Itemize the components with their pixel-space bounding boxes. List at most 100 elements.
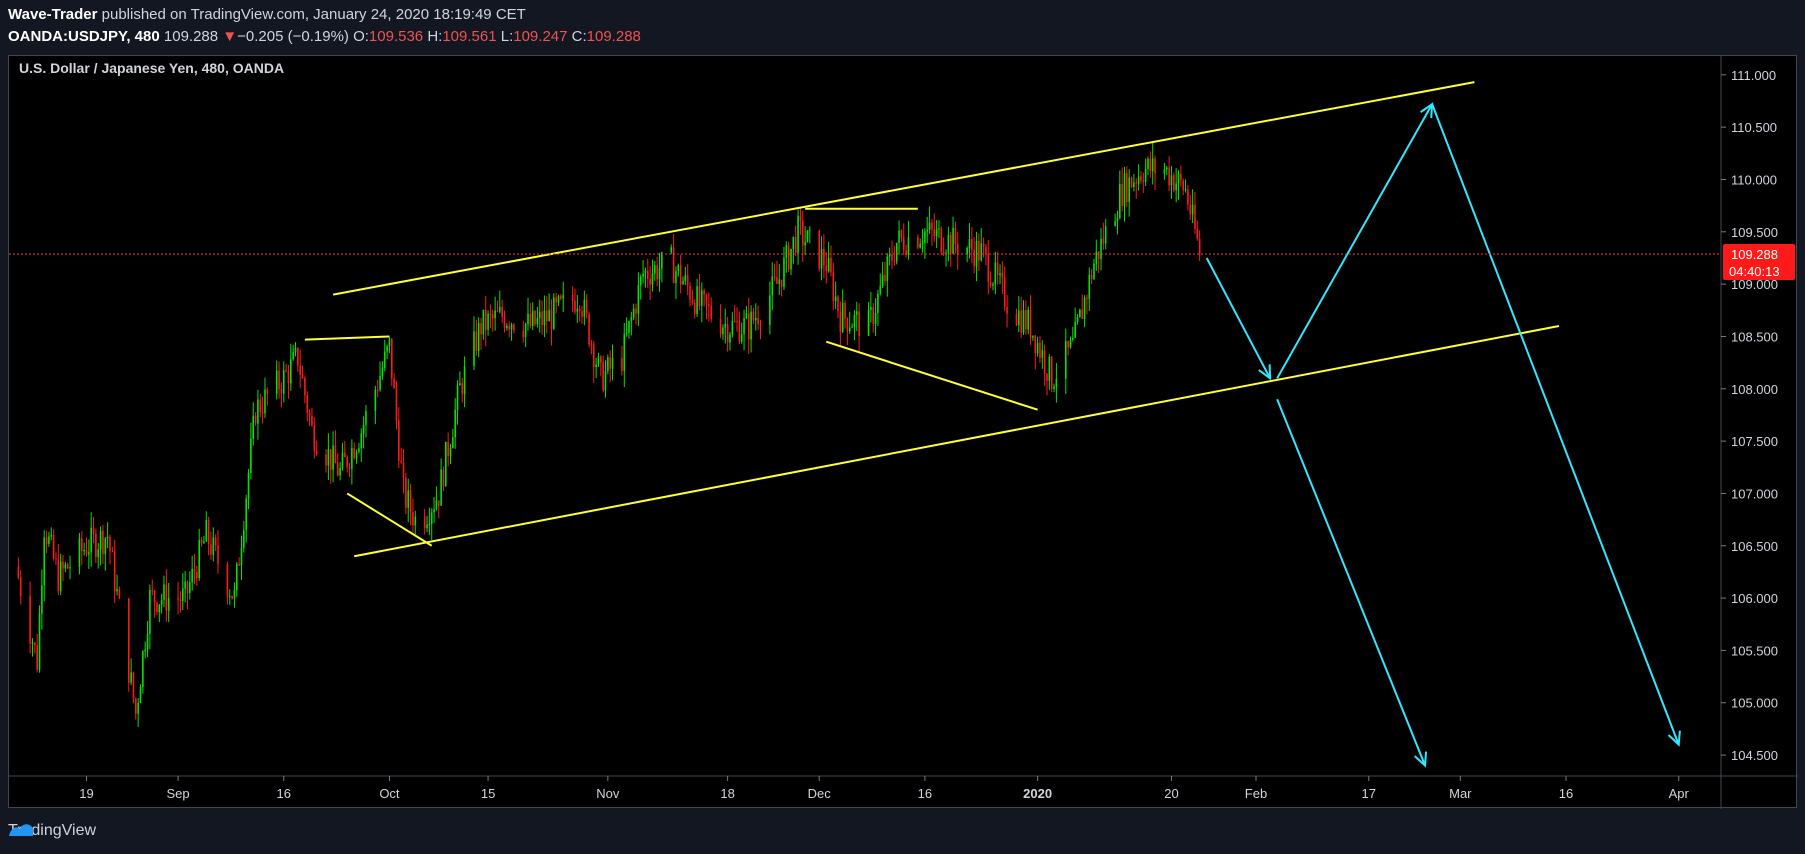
trend-lines[interactable] <box>304 81 1560 558</box>
candle-body <box>996 262 999 275</box>
candle-body <box>895 242 898 262</box>
candle-body <box>576 308 579 312</box>
y-tick-label: 109.000 <box>1731 277 1778 292</box>
candle-body <box>456 385 459 410</box>
candle-body <box>353 448 356 459</box>
candle-body <box>921 243 924 245</box>
candle-body <box>304 377 306 396</box>
candle-body <box>463 366 466 395</box>
candle-body <box>1147 158 1149 169</box>
candle-body <box>1184 189 1187 191</box>
candle-body <box>571 295 574 301</box>
last-price: 109.288 <box>163 28 219 45</box>
candle-body <box>200 539 203 544</box>
candle-body <box>111 551 114 553</box>
ohlc-bar: OANDA:USDJPY, 480 109.288 ▼−0.205 (−0.19… <box>8 28 641 45</box>
candle-body <box>1191 204 1194 215</box>
price-chart[interactable]: U.S. Dollar / Japanese Yen, 480, OANDA 1… <box>9 56 1798 809</box>
candle-body <box>675 271 677 283</box>
candle-body <box>358 448 360 452</box>
candle-body <box>973 249 976 267</box>
candle-body <box>499 307 501 312</box>
candle-body <box>351 448 353 469</box>
candle-body <box>440 469 442 506</box>
candle-body <box>877 293 879 314</box>
candle-body <box>684 275 687 282</box>
candle-body <box>177 598 179 600</box>
candle-body <box>151 590 154 592</box>
candle-body <box>635 308 637 314</box>
candle-body <box>794 236 797 253</box>
candle-body <box>506 325 508 329</box>
candle-body <box>428 524 431 526</box>
candle-body <box>740 334 743 342</box>
y-tick-label: 110.500 <box>1731 120 1777 135</box>
candle-body <box>982 243 985 247</box>
candle-body <box>167 598 170 611</box>
x-tick-label: Apr <box>1669 786 1690 801</box>
candle-body <box>975 240 978 267</box>
candle-body <box>1083 297 1086 319</box>
candle-body <box>1180 173 1182 181</box>
trend-line <box>354 325 1560 558</box>
candle-body <box>280 389 283 394</box>
candle-body <box>592 344 595 368</box>
x-axis-labels: 19 Sep 16 Oct 15 Nov 18 Dec 16 2020 20 Feb 17 Mar 16 Ap… <box>79 776 1690 801</box>
candle-body <box>752 311 755 321</box>
candle-body <box>555 297 557 303</box>
author-name[interactable]: Wave-Trader <box>8 6 98 23</box>
x-tick-label: 18 <box>720 786 734 801</box>
x-tick-label: 16 <box>1559 786 1573 801</box>
candle-body <box>1133 182 1135 188</box>
candle-body <box>900 230 903 238</box>
candle-body <box>477 323 480 351</box>
y-tick-label: 111.000 <box>1731 68 1776 83</box>
candle-body <box>621 357 623 371</box>
candle-body <box>409 490 412 513</box>
candle-body <box>109 536 111 552</box>
candle-body <box>560 296 562 299</box>
trend-line <box>825 340 1038 411</box>
candle-body <box>1032 335 1034 338</box>
candle-body <box>1093 263 1095 279</box>
last-price-tag-value: 109.288 <box>1731 247 1778 262</box>
projection-arrow-line <box>1276 398 1427 766</box>
candle-body <box>846 318 849 332</box>
candle-body <box>583 299 586 317</box>
chart-panel[interactable]: U.S. Dollar / Japanese Yen, 480, OANDA 1… <box>8 55 1798 809</box>
candle-body <box>992 283 994 286</box>
candle-body <box>1039 342 1041 358</box>
candle-body <box>1029 309 1032 338</box>
candle-body <box>588 313 590 345</box>
candle-body <box>1187 189 1189 205</box>
candle-body <box>156 602 158 613</box>
candle-body <box>445 441 447 487</box>
candle-body <box>278 370 280 390</box>
candle-body <box>329 449 332 470</box>
candle-body <box>238 563 240 566</box>
candle-body <box>104 538 107 555</box>
candle-body <box>527 313 529 324</box>
candle-body <box>189 582 191 594</box>
candle-body <box>935 229 938 237</box>
tradingview-logo-icon[interactable] <box>8 820 34 838</box>
candle-body <box>116 589 118 592</box>
candle-body <box>442 469 445 487</box>
high-label: H: <box>427 28 443 45</box>
candle-body <box>334 445 337 464</box>
candle-body <box>447 441 449 457</box>
candle-body <box>830 257 832 273</box>
candle-body <box>597 356 600 365</box>
candle-body <box>233 590 236 599</box>
candle-body <box>383 351 386 368</box>
candle-body <box>729 334 731 343</box>
candle-body <box>275 370 278 394</box>
projection-arrows[interactable] <box>1205 102 1681 768</box>
candle-body <box>747 313 750 340</box>
candle-body <box>686 275 689 287</box>
candle-body <box>97 549 100 558</box>
y-tick-label: 108.000 <box>1731 382 1778 397</box>
candle-body <box>381 367 384 377</box>
candle-body <box>656 265 658 280</box>
x-tick-label: 19 <box>79 786 93 801</box>
